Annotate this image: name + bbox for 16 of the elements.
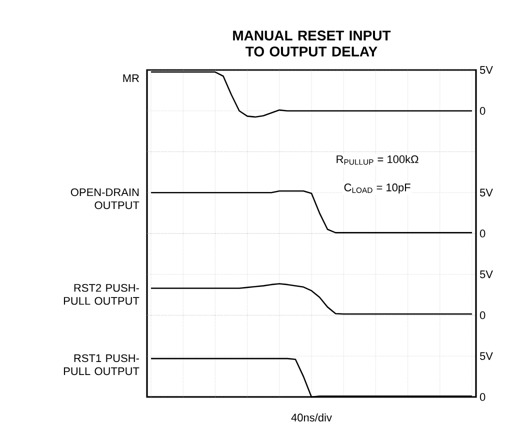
y-tick-label: 5V <box>480 270 493 278</box>
chart-title: MANUAL RESET INPUT TO OUTPUT DELAY <box>233 30 391 56</box>
y-tick-label: 5V <box>480 352 493 360</box>
series-label: OPEN-DRAIN OUTPUT <box>70 188 140 210</box>
y-tick-label: 0 <box>480 393 486 401</box>
y-tick-label: 5V <box>480 188 493 196</box>
series-label: MR <box>123 74 139 82</box>
annotation: R$_{PULLUP}$ = 100kΩ <box>336 155 418 165</box>
annotation: C$_{LOAD}$ = 10pF <box>344 184 410 194</box>
x-axis-title: 40ns/div <box>291 413 332 422</box>
y-tick-label: 5V <box>480 66 493 74</box>
y-tick-label: 0 <box>480 230 486 238</box>
series-label: RST2 PUSH-PULL OUTPUT <box>64 284 140 305</box>
y-tick-label: 0 <box>480 311 486 320</box>
y-tick-label: 0 <box>480 106 486 115</box>
series-label: RST1 PUSH-PULL OUTPUT <box>64 354 140 376</box>
